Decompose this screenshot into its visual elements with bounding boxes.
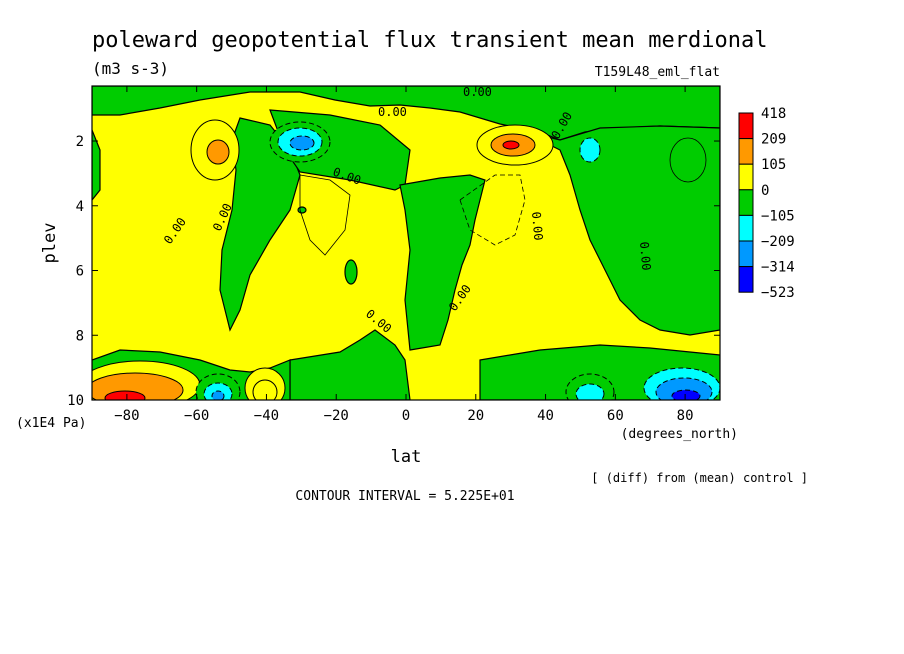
x-axis-units: (degrees_north) bbox=[621, 427, 738, 442]
y-tick-label: 6 bbox=[76, 264, 84, 280]
x-tick-label: −80 bbox=[114, 408, 139, 424]
contour-label: 0.00 bbox=[463, 85, 492, 99]
y-axis-units: (x1E4 Pa) bbox=[16, 416, 86, 431]
y-axis: 2 4 6 8 10 bbox=[67, 134, 720, 409]
footer-note: [ (diff) from (mean) control ] bbox=[591, 471, 808, 485]
colorbar-label: 209 bbox=[761, 132, 786, 148]
contour-label: 0.00 bbox=[637, 241, 653, 271]
colorbar-label: −523 bbox=[761, 285, 795, 301]
colorbar-label: 105 bbox=[761, 157, 786, 173]
y-axis-label: plev bbox=[40, 223, 60, 264]
field-positive-cores bbox=[92, 119, 554, 400]
colorbar-label: 418 bbox=[761, 106, 786, 122]
x-axis: −80 −60 −40 −20 0 20 40 60 80 bbox=[114, 86, 694, 424]
colorbar-label: −105 bbox=[761, 208, 795, 224]
contour-label: 0.00 bbox=[378, 105, 407, 119]
x-tick-label: −40 bbox=[254, 408, 279, 424]
contour-interval: CONTOUR INTERVAL = 5.225E+01 bbox=[295, 489, 514, 504]
field-thin-contours bbox=[299, 137, 707, 256]
colorbar-swatch bbox=[738, 189, 754, 216]
y-tick-label: 8 bbox=[76, 328, 84, 344]
y-tick-label: 4 bbox=[76, 199, 84, 215]
x-tick-label: −20 bbox=[324, 408, 349, 424]
field-negative-cores bbox=[195, 121, 720, 400]
y-tick-label: 10 bbox=[67, 393, 84, 409]
chart-title: poleward geopotential flux transient mea… bbox=[92, 28, 768, 53]
colorbar-swatch bbox=[738, 214, 754, 242]
colorbar-label: −209 bbox=[761, 234, 795, 250]
colorbar-swatch bbox=[738, 266, 754, 293]
colorbar-label: −314 bbox=[761, 260, 795, 276]
colorbar-swatch bbox=[738, 163, 754, 191]
colorbar-swatch bbox=[738, 112, 754, 140]
x-tick-label: 0 bbox=[402, 408, 410, 424]
colorbar-legend: 418 209 105 0 −105 −209 −314 −523 bbox=[738, 106, 795, 301]
chart-units: (m3 s-3) bbox=[92, 59, 169, 78]
colorbar-swatch bbox=[738, 240, 754, 268]
x-tick-label: −60 bbox=[184, 408, 209, 424]
x-tick-label: 60 bbox=[607, 408, 624, 424]
colorbar-label: 0 bbox=[761, 183, 769, 199]
y-tick-label: 2 bbox=[76, 134, 84, 150]
contour-label: 0.00 bbox=[529, 211, 545, 241]
x-tick-label: 40 bbox=[537, 408, 554, 424]
x-axis-label: lat bbox=[391, 447, 422, 467]
colorbar-swatch bbox=[738, 138, 754, 165]
field-negative-bands bbox=[92, 86, 720, 400]
x-tick-label: 80 bbox=[677, 408, 694, 424]
plot-area: 0.00 0.00 0.00 0.00 0.00 0.00 0.00 0.00 … bbox=[91, 85, 721, 401]
x-tick-label: 20 bbox=[467, 408, 484, 424]
run-label: T159L48_eml_flat bbox=[595, 65, 720, 80]
